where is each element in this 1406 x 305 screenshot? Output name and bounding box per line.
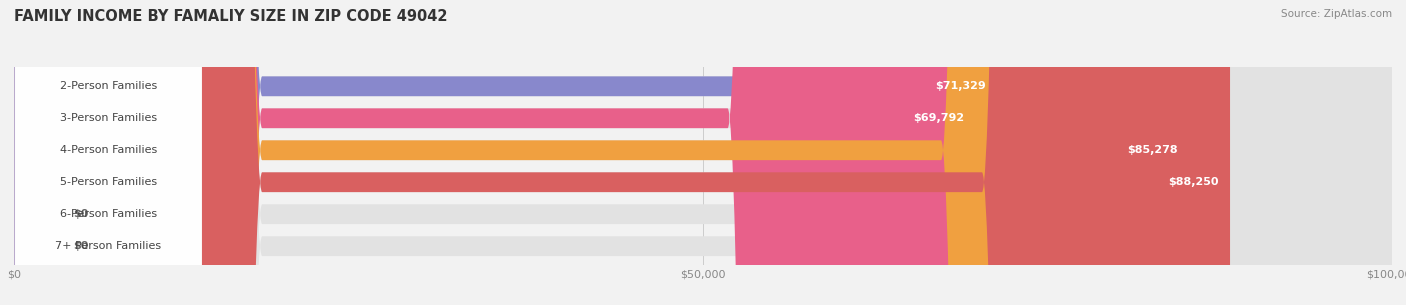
FancyBboxPatch shape xyxy=(14,0,1392,305)
FancyBboxPatch shape xyxy=(15,0,201,305)
FancyBboxPatch shape xyxy=(14,0,1392,305)
FancyBboxPatch shape xyxy=(15,0,201,305)
FancyBboxPatch shape xyxy=(15,0,201,305)
FancyBboxPatch shape xyxy=(14,0,997,305)
Text: $0: $0 xyxy=(73,241,89,251)
FancyBboxPatch shape xyxy=(14,0,62,305)
Text: 2-Person Families: 2-Person Families xyxy=(60,81,157,91)
Text: 6-Person Families: 6-Person Families xyxy=(60,209,157,219)
FancyBboxPatch shape xyxy=(15,0,201,305)
FancyBboxPatch shape xyxy=(14,0,1392,305)
Text: 3-Person Families: 3-Person Families xyxy=(60,113,157,123)
FancyBboxPatch shape xyxy=(14,0,1392,305)
Text: $69,792: $69,792 xyxy=(914,113,965,123)
Text: $0: $0 xyxy=(73,209,89,219)
FancyBboxPatch shape xyxy=(14,0,1392,305)
Text: $71,329: $71,329 xyxy=(935,81,986,91)
Text: $88,250: $88,250 xyxy=(1168,177,1219,187)
Text: $85,278: $85,278 xyxy=(1128,145,1178,155)
Text: 4-Person Families: 4-Person Families xyxy=(60,145,157,155)
FancyBboxPatch shape xyxy=(15,0,201,305)
FancyBboxPatch shape xyxy=(14,0,62,305)
FancyBboxPatch shape xyxy=(14,0,1392,305)
FancyBboxPatch shape xyxy=(15,0,201,305)
Text: 5-Person Families: 5-Person Families xyxy=(60,177,157,187)
FancyBboxPatch shape xyxy=(14,0,1230,305)
FancyBboxPatch shape xyxy=(14,0,1189,305)
FancyBboxPatch shape xyxy=(14,0,976,305)
Text: FAMILY INCOME BY FAMALIY SIZE IN ZIP CODE 49042: FAMILY INCOME BY FAMALIY SIZE IN ZIP COD… xyxy=(14,9,447,24)
Text: 7+ Person Families: 7+ Person Families xyxy=(55,241,162,251)
Text: Source: ZipAtlas.com: Source: ZipAtlas.com xyxy=(1281,9,1392,19)
